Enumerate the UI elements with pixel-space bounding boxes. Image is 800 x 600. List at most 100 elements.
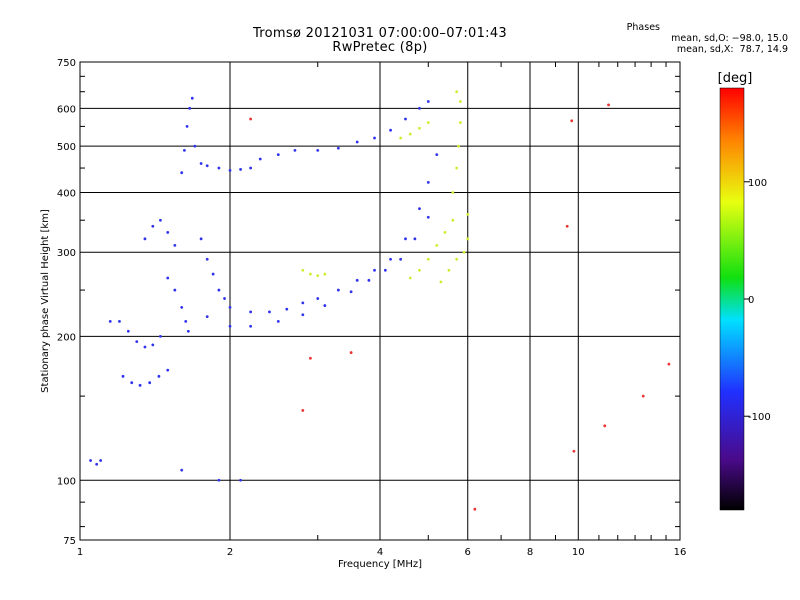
data-point [426,100,430,103]
data-point [151,343,155,347]
y-axis-label: Stationary phase Virtual Height [km] [40,209,51,393]
data-point [418,126,421,130]
data-point [173,244,177,247]
data-points [89,90,671,511]
colorbar-tick-label: 0 [748,295,754,306]
data-point [447,268,451,272]
phases-x-stats: mean, sd,X: 78.7, 14.9 [676,44,788,55]
data-point [185,124,189,128]
data-point [399,136,403,140]
data-point [293,148,297,152]
colorbar-tick-label: -100 [748,412,771,423]
data-point [126,329,130,333]
x-tick-label: 1 [77,547,83,558]
data-point [193,144,197,148]
data-point [199,237,203,241]
axis-ticks: 1 2 4 6 8 10 16 75 100 200 300 400 500 600 750 [57,58,686,558]
data-point [418,268,421,272]
data-point [166,231,170,234]
data-point [439,280,443,284]
x-tick-label: 6 [465,547,471,558]
phases-o-stats: mean, sd,O: −98.0, 15.0 [671,33,788,44]
data-point [435,244,439,247]
data-point [383,268,387,272]
data-point [459,121,462,125]
data-point [323,272,327,276]
data-point [121,374,125,378]
colorbar-ticks: 100 0 -100 [744,178,771,423]
y-tick-label: 75 [63,536,76,547]
data-point [336,288,340,292]
data-point [180,468,184,472]
data-point [180,305,184,309]
data-point [603,424,607,428]
data-point [355,140,359,144]
data-point [607,103,610,107]
data-point [426,121,430,125]
data-point [426,257,430,261]
data-point [466,212,470,216]
data-point [166,368,170,372]
grid-lines [80,62,680,540]
data-point [228,324,232,328]
data-point [228,305,232,309]
data-point [108,319,112,323]
x-tick-label: 10 [572,547,585,558]
data-point [316,297,320,300]
data-point [205,257,209,261]
data-point [367,278,371,282]
data-point [373,136,376,140]
data-point [205,315,209,319]
data-point [268,310,271,314]
data-point [389,128,392,132]
x-tick-label: 16 [674,547,687,558]
data-point [159,218,162,222]
data-point [99,459,103,462]
data-point [138,383,142,387]
phases-heading: Phases [626,22,660,33]
data-point [309,356,312,360]
data-point [249,117,253,121]
data-point [217,166,221,170]
data-point [190,96,194,100]
data-point [309,272,312,276]
data-point [211,272,215,276]
colorbar [719,87,745,511]
data-point [186,329,190,333]
plot-frame [79,61,681,541]
data-point [373,268,376,272]
colorbar-label: [deg] [718,71,753,86]
y-tick-label: 200 [57,332,76,343]
data-point [565,224,569,228]
data-point [182,148,186,152]
data-point [457,144,460,148]
data-point [205,164,209,168]
data-point [418,207,421,211]
data-point [451,191,455,194]
data-point [166,276,170,280]
data-point [148,381,152,385]
data-point [408,276,412,280]
data-point [301,268,305,272]
chart-subtitle: RwPretec (8p) [332,40,428,55]
data-point [258,157,262,161]
x-tick-label: 2 [227,547,233,558]
data-point [276,153,280,157]
data-point [389,257,392,261]
x-tick-label: 4 [377,547,383,558]
data-point [570,119,574,123]
data-point [455,166,459,170]
data-point [118,319,121,323]
data-point [349,290,353,294]
data-point [276,319,280,323]
colorbar-tick-label: 100 [748,178,767,189]
data-point [473,507,477,511]
data-point [249,310,253,314]
data-point [435,153,439,157]
data-point [199,162,203,165]
data-point [426,215,430,219]
data-point [301,301,305,305]
data-point [426,180,430,184]
data-point [239,168,242,171]
